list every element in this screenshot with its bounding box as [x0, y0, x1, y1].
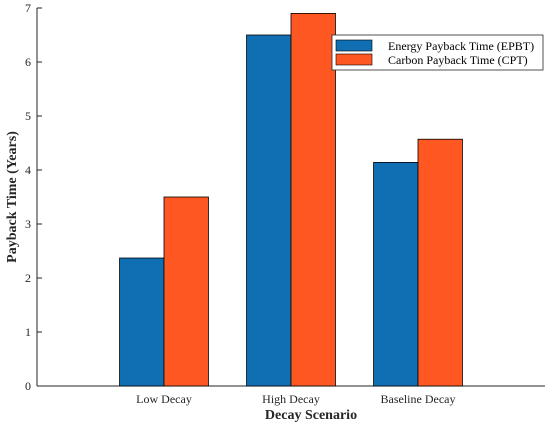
bar-cpt-high-decay [290, 12, 336, 387]
legend-swatch-cpt [335, 53, 373, 66]
bar-cpt-low-decay [163, 196, 209, 387]
x-tick-label: Baseline Decay [381, 392, 456, 406]
x-axis-label: Decay Scenario [265, 408, 357, 423]
y-tick-label: 1 [25, 325, 31, 339]
bars [119, 12, 463, 387]
legend-label-epbt: Energy Payback Time (EPBT) [388, 39, 534, 53]
legend: Energy Payback Time (EPBT) Carbon Paybac… [331, 34, 544, 71]
x-ticks: Low Decay High Decay Baseline Decay [136, 381, 455, 406]
bar-epbt-baseline-decay [373, 162, 419, 387]
x-tick-label: Low Decay [136, 392, 192, 406]
y-tick-label: 3 [25, 217, 31, 231]
bar-epbt-low-decay [119, 257, 165, 387]
legend-swatch-epbt [335, 39, 373, 52]
y-tick-label: 6 [25, 55, 31, 69]
legend-label-cpt: Carbon Payback Time (CPT) [388, 53, 528, 67]
y-tick-label: 0 [25, 379, 31, 393]
y-axis-label: Payback Time (Years) [5, 131, 20, 263]
bar-cpt-baseline-decay [417, 138, 463, 387]
y-ticks: 0 1 2 3 4 5 6 7 [25, 1, 42, 393]
y-tick-label: 2 [25, 271, 31, 285]
y-tick-label: 5 [25, 109, 31, 123]
bar-epbt-high-decay [246, 34, 292, 387]
y-tick-label: 4 [25, 163, 31, 177]
y-tick-label: 7 [25, 1, 31, 15]
x-tick-label: High Decay [262, 392, 320, 406]
